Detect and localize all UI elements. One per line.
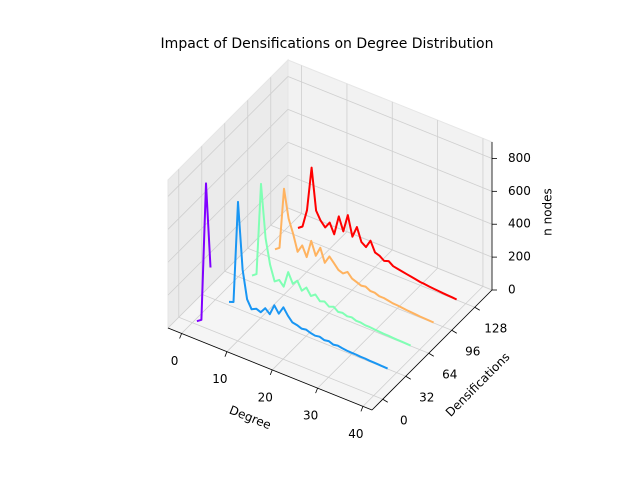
z-tick-label: 800 xyxy=(508,151,531,165)
x-tick-label: 30 xyxy=(303,409,318,423)
grid-line xyxy=(167,76,289,197)
grid-line xyxy=(167,174,289,296)
x-tick-label: 10 xyxy=(212,372,227,386)
y-tick xyxy=(405,375,411,380)
grid-line xyxy=(178,316,383,400)
y-tick-label: 32 xyxy=(419,391,434,405)
z-tick-label: 0 xyxy=(508,283,516,297)
y-tick xyxy=(428,352,434,357)
series-line xyxy=(196,182,212,323)
z-axis-label: n nodes xyxy=(541,188,555,236)
y-tick-label: 64 xyxy=(442,368,457,382)
y-axis xyxy=(371,289,493,411)
x-tick xyxy=(269,369,273,376)
x-axis xyxy=(167,327,373,411)
y-axis-label: Densifications xyxy=(443,350,513,420)
grid-line xyxy=(226,231,348,352)
series-line xyxy=(228,200,389,370)
y-tick-label: 0 xyxy=(400,414,408,428)
y-tick xyxy=(474,306,480,311)
x-tick-label: 20 xyxy=(258,390,273,404)
series-line xyxy=(297,166,458,301)
x-tick xyxy=(224,351,228,357)
y-tick xyxy=(382,398,388,403)
y-tick xyxy=(451,329,457,334)
grid-line xyxy=(317,267,438,389)
grid-line xyxy=(287,174,493,258)
series-line xyxy=(251,182,412,347)
grid-line xyxy=(167,207,289,329)
grid-line xyxy=(362,286,484,407)
grid-line xyxy=(247,247,452,331)
z-tick-label: 200 xyxy=(508,250,531,264)
x-tick xyxy=(179,333,182,339)
grid-line xyxy=(167,109,289,230)
z-tick-label: 400 xyxy=(508,217,531,231)
grid-line xyxy=(167,141,289,263)
x-tick-label: 0 xyxy=(171,354,179,368)
grid-line xyxy=(287,141,493,225)
grid-line xyxy=(271,249,393,371)
series-line xyxy=(274,187,435,324)
x-axis-label: Degree xyxy=(227,403,273,432)
y-tick-label: 128 xyxy=(484,322,507,336)
x-tick xyxy=(360,406,364,412)
y-tick-label: 96 xyxy=(465,345,480,359)
x-tick xyxy=(315,387,318,394)
z-tick-label: 600 xyxy=(508,184,531,198)
x-tick-label: 40 xyxy=(348,427,363,441)
grid-line xyxy=(270,224,475,308)
grid-line xyxy=(287,76,493,159)
grid-line xyxy=(287,108,493,192)
chart-title: Impact of Densifications on Degree Distr… xyxy=(161,36,494,52)
